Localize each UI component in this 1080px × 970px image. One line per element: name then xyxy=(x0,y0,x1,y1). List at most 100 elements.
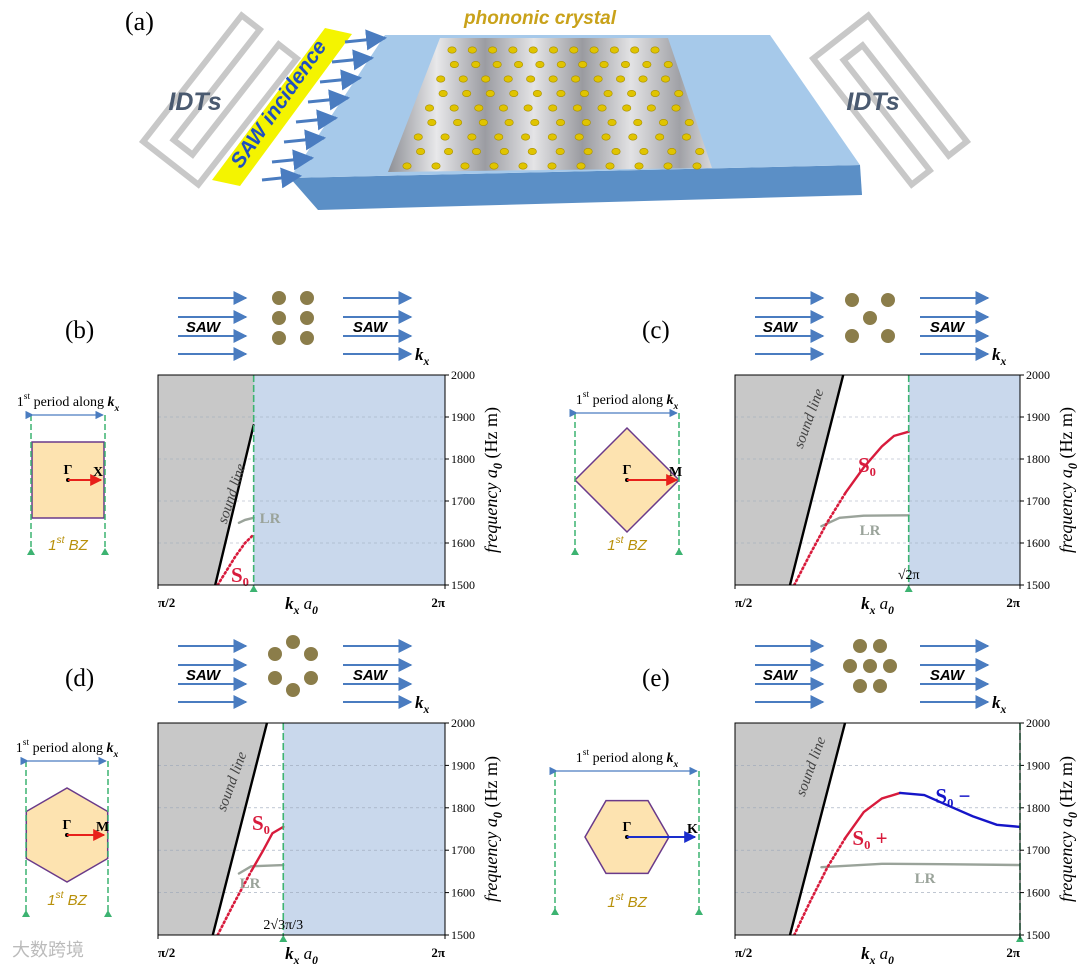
series-line xyxy=(820,514,910,528)
bz-label-part: BZ xyxy=(63,892,87,909)
series-line xyxy=(792,491,847,585)
symmetry-point: M xyxy=(669,465,682,480)
period-label-part: 1 xyxy=(576,751,583,766)
k-label-part: k xyxy=(992,345,1001,364)
series-line xyxy=(788,723,847,935)
y-axis-label-part: a xyxy=(481,469,501,478)
bz-label-part: 1 xyxy=(607,537,615,554)
pc-dot xyxy=(642,60,652,68)
period-label-part: x xyxy=(672,760,678,770)
period-label-part: period along xyxy=(30,395,107,410)
series-line xyxy=(788,375,845,585)
series-line xyxy=(820,862,1020,869)
pc-dot xyxy=(467,133,477,141)
pc-dot xyxy=(532,90,542,98)
plot-frame xyxy=(157,374,446,586)
pc-dot xyxy=(599,60,609,68)
x-axis-label-part: a xyxy=(299,594,312,613)
series-label: LR xyxy=(260,511,281,527)
pc-dot xyxy=(521,133,531,141)
pc-dot xyxy=(514,60,524,68)
pc-dot xyxy=(605,162,615,170)
plot-frame xyxy=(734,722,1021,936)
lattice-dot xyxy=(881,329,895,343)
pc-dot xyxy=(535,60,545,68)
plot-area xyxy=(735,375,1020,585)
pc-dot xyxy=(526,75,536,83)
panel-label: (a) xyxy=(125,7,154,36)
pc-dot xyxy=(684,119,694,127)
y-tick-label: 1600 xyxy=(1026,886,1050,900)
panel-label: (c) xyxy=(642,317,670,344)
pc-dot xyxy=(508,46,518,54)
period-label-part: k xyxy=(107,395,114,410)
bz-label-part: 1 xyxy=(47,892,55,909)
incidence-band xyxy=(212,28,352,186)
idt-left xyxy=(138,11,302,189)
pc-dot xyxy=(547,133,557,141)
pc-dot xyxy=(481,75,491,83)
bz-label-part: 1 xyxy=(48,537,56,554)
pc-dot xyxy=(663,162,673,170)
period-marker xyxy=(571,548,579,555)
series-line xyxy=(214,424,255,585)
k-label-part: k xyxy=(415,693,424,712)
pc-dot xyxy=(471,60,481,68)
bz-label-part: BZ xyxy=(623,894,647,911)
pc-dot xyxy=(462,90,472,98)
y-tick-label: 2000 xyxy=(1026,716,1050,730)
period-label-part: st xyxy=(24,392,31,402)
period-label: 1st period along kx xyxy=(576,748,679,770)
x-axis-label-part: x xyxy=(293,604,300,617)
k-label-part: x xyxy=(423,703,430,716)
pc-dot xyxy=(655,133,665,141)
k-label: kx xyxy=(415,345,430,368)
bz-label-part: st xyxy=(57,535,66,546)
y-tick-label: 2000 xyxy=(1026,368,1050,382)
pc-dot xyxy=(449,104,459,112)
plot-area xyxy=(735,723,1020,935)
bz-label-part: BZ xyxy=(64,537,88,554)
lattice-dot xyxy=(304,671,318,685)
series-label: LR xyxy=(240,876,261,892)
band-region xyxy=(283,723,445,935)
pc-dot xyxy=(488,46,498,54)
pc-dot xyxy=(597,104,607,112)
pc-dot xyxy=(627,90,637,98)
y-tick-label: 1700 xyxy=(1026,494,1050,508)
lattice-dot xyxy=(863,311,877,325)
y-tick-label: 1600 xyxy=(451,536,475,550)
bz-label-part: BZ xyxy=(623,537,647,554)
bz-label: 1st BZ xyxy=(607,535,647,554)
series-label: LR xyxy=(860,523,881,539)
y-axis-label-part: frequency xyxy=(481,827,501,902)
x-tick-label: 2π xyxy=(431,595,445,610)
saw-label: SAW xyxy=(353,667,389,684)
x-axis-label: kx a0 xyxy=(285,944,318,967)
pc-dot xyxy=(458,75,468,83)
lattice-dot xyxy=(286,635,300,649)
pc-dot xyxy=(660,75,670,83)
lattice-dot xyxy=(863,659,877,673)
pc-dot xyxy=(611,148,621,156)
lattice-dot xyxy=(873,639,887,653)
x-axis-label-part: 0 xyxy=(312,604,318,617)
series-line xyxy=(216,870,253,935)
pc-dot xyxy=(436,75,446,83)
lattice-dot xyxy=(883,659,897,673)
period-label-part: st xyxy=(583,748,590,758)
period-label: 1st period along kx xyxy=(576,390,679,412)
period-marker xyxy=(22,910,30,917)
y-tick-label: 1900 xyxy=(451,410,475,424)
sound-cone xyxy=(735,375,844,585)
pc-dot xyxy=(692,162,702,170)
lattice-dot xyxy=(272,311,286,325)
pc-dot xyxy=(695,148,705,156)
pc-dot xyxy=(639,148,649,156)
idt-right xyxy=(808,11,972,189)
substrate-side xyxy=(290,165,862,210)
period-label: 1st period along kx xyxy=(16,738,119,760)
